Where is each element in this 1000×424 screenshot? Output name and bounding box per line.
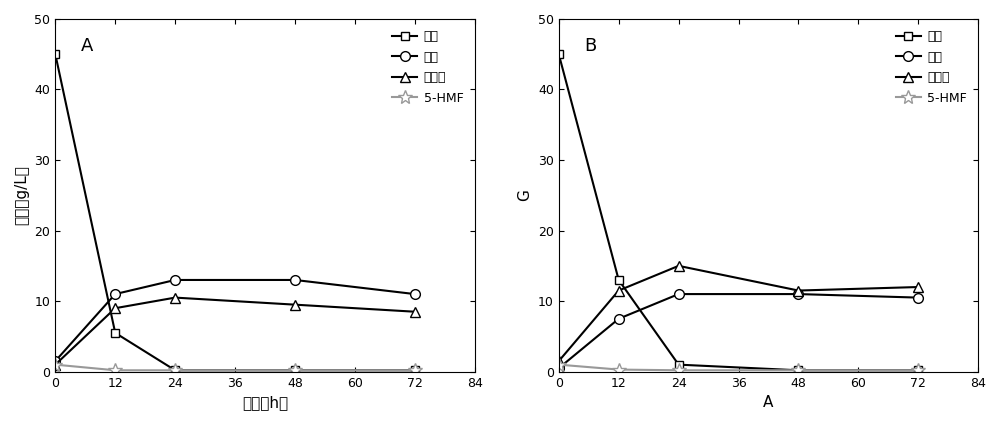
木糖醇 [792,288,804,293]
木糖 [912,368,924,373]
木糖醇 [673,263,685,268]
5-HMF [109,368,121,373]
木糖 [169,368,181,373]
木糖 [553,52,565,57]
乙醇 [169,277,181,282]
Legend: 木糖, 乙醇, 木糖醇, 5-HMF: 木糖, 乙醇, 木糖醇, 5-HMF [387,25,468,110]
乙醇 [409,292,421,297]
5-HMF [409,368,421,373]
木糖 [673,362,685,367]
5-HMF [792,368,804,373]
木糖醇 [613,288,625,293]
5-HMF [169,368,181,373]
5-HMF [49,362,61,367]
Line: 5-HMF: 5-HMF [48,358,422,377]
X-axis label: 时间（h）: 时间（h） [242,395,288,410]
5-HMF [912,368,924,373]
Text: B: B [584,36,596,55]
木糖醇 [169,295,181,300]
乙醇 [613,316,625,321]
5-HMF [289,368,301,373]
Line: 木糖醇: 木糖醇 [554,261,923,366]
Line: 木糖: 木糖 [51,50,419,374]
木糖 [289,368,301,373]
木糖醇 [409,309,421,314]
Legend: 木糖, 乙醇, 木糖醇, 5-HMF: 木糖, 乙醇, 木糖醇, 5-HMF [891,25,972,110]
乙醇 [109,292,121,297]
Line: 乙醇: 乙醇 [554,289,923,373]
5-HMF [613,367,625,372]
Text: A: A [80,36,93,55]
木糖 [109,330,121,335]
乙醇 [553,365,565,371]
乙醇 [673,292,685,297]
木糖醇 [49,362,61,367]
木糖 [613,277,625,282]
Line: 5-HMF: 5-HMF [552,358,925,377]
Line: 乙醇: 乙醇 [50,275,420,366]
Y-axis label: G: G [517,190,532,201]
木糖醇 [289,302,301,307]
乙醇 [49,359,61,364]
乙醇 [792,292,804,297]
X-axis label: A: A [763,395,774,410]
木糖 [49,52,61,57]
Y-axis label: 浓度（g/L）: 浓度（g/L） [14,165,29,225]
5-HMF [553,362,565,367]
木糖醇 [109,306,121,311]
乙醇 [289,277,301,282]
5-HMF [673,368,685,373]
木糖 [409,368,421,373]
Line: 木糖醇: 木糖醇 [50,293,420,369]
木糖醇 [912,285,924,290]
木糖醇 [553,359,565,364]
木糖 [792,368,804,373]
Line: 木糖: 木糖 [555,50,922,374]
乙醇 [912,295,924,300]
